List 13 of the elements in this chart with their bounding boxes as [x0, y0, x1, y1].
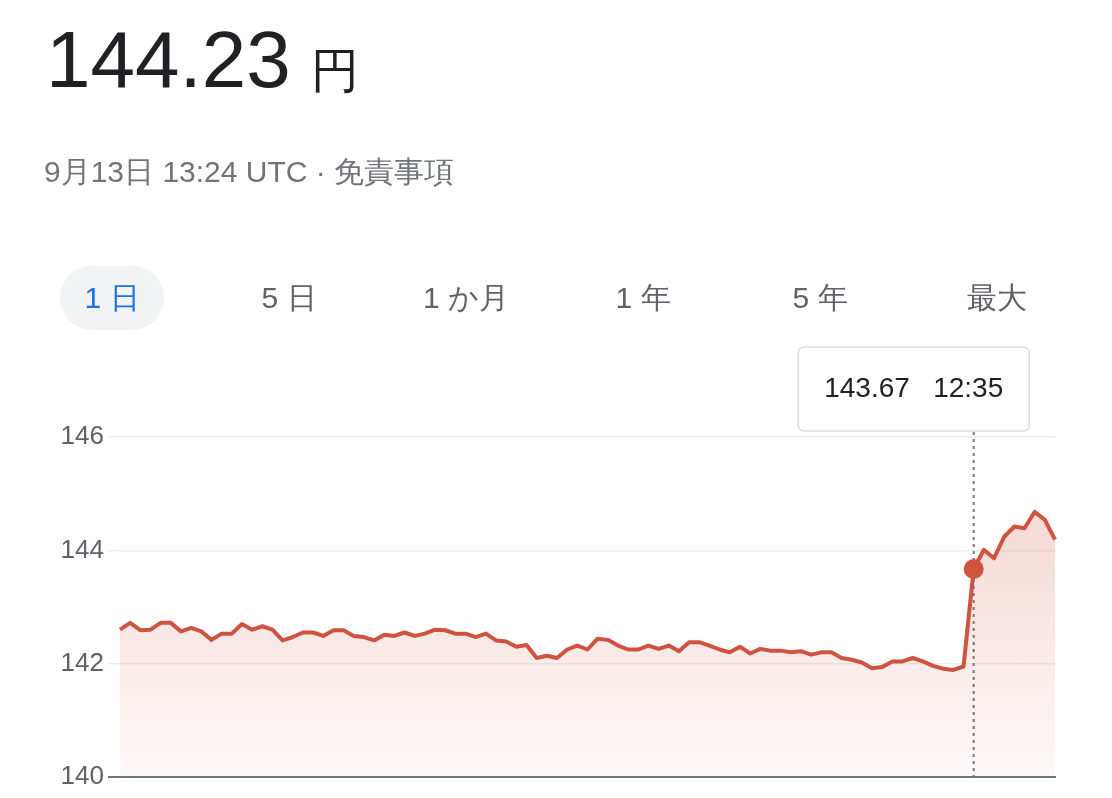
text: 1 年 [614, 279, 672, 316]
text: 1 日 [60, 266, 164, 330]
y-tick-label: 142 [60, 646, 104, 677]
y-tick-label: 140 [60, 760, 104, 791]
text: 5 年 [791, 279, 849, 316]
text: 1 か月 [422, 279, 510, 316]
y-tick-label: 144 [60, 533, 104, 564]
text: 最大 [966, 279, 1028, 316]
text: 5 日 [260, 279, 318, 316]
y-tick-label: 146 [60, 420, 104, 451]
chart-subtitle: 9月13日 13:24 UTC · 免責事項 [44, 154, 455, 190]
chart-title: 144.23 円 [46, 15, 359, 104]
text: 143.67 12:35 [824, 371, 1004, 403]
